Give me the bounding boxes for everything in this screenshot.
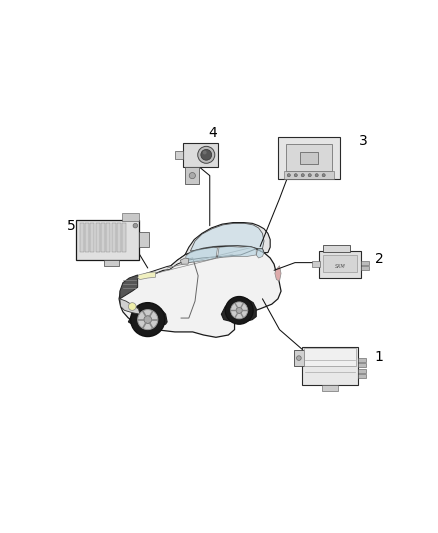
Bar	[312, 261, 320, 267]
Text: 3: 3	[359, 134, 368, 148]
Bar	[322, 245, 350, 252]
Bar	[286, 144, 332, 172]
Bar	[80, 223, 84, 252]
Text: SXM: SXM	[335, 264, 345, 269]
Bar	[322, 385, 338, 391]
Bar	[323, 255, 357, 272]
Polygon shape	[221, 299, 256, 322]
Circle shape	[294, 174, 297, 177]
Circle shape	[297, 356, 301, 360]
Bar	[76, 220, 139, 260]
Circle shape	[131, 303, 165, 336]
Circle shape	[322, 174, 325, 177]
Bar	[318, 251, 361, 278]
Circle shape	[225, 296, 253, 324]
Text: 5: 5	[67, 219, 76, 233]
Bar	[112, 223, 116, 252]
Polygon shape	[218, 246, 256, 258]
Polygon shape	[119, 246, 281, 337]
Circle shape	[308, 174, 311, 177]
Bar	[302, 346, 358, 385]
Bar	[106, 223, 110, 252]
Bar	[300, 152, 318, 164]
Text: 4: 4	[208, 126, 217, 140]
Circle shape	[128, 303, 136, 310]
Bar	[278, 137, 340, 179]
Bar	[85, 223, 89, 252]
Polygon shape	[120, 275, 138, 299]
Bar	[284, 172, 334, 179]
Text: 2: 2	[375, 252, 384, 266]
Bar	[122, 223, 127, 252]
Bar	[358, 369, 366, 373]
Bar	[361, 266, 369, 270]
Bar	[304, 348, 356, 366]
Polygon shape	[191, 223, 264, 251]
Bar	[361, 261, 369, 265]
Bar	[183, 142, 218, 167]
Bar	[122, 213, 139, 221]
Circle shape	[133, 223, 138, 228]
Circle shape	[315, 174, 318, 177]
Circle shape	[301, 174, 304, 177]
Bar	[95, 223, 100, 252]
Bar	[358, 364, 366, 367]
Bar	[175, 151, 183, 159]
Circle shape	[231, 302, 248, 319]
Circle shape	[203, 151, 207, 155]
Bar	[117, 223, 121, 252]
Polygon shape	[180, 258, 189, 264]
Bar	[103, 260, 119, 265]
Circle shape	[287, 174, 290, 177]
Circle shape	[138, 310, 158, 329]
Bar	[358, 374, 366, 378]
Circle shape	[198, 147, 215, 163]
Polygon shape	[256, 249, 264, 258]
Polygon shape	[128, 306, 167, 326]
Bar	[90, 223, 95, 252]
Bar	[139, 232, 148, 247]
Polygon shape	[275, 265, 281, 281]
Bar	[101, 223, 105, 252]
Circle shape	[236, 308, 242, 313]
Polygon shape	[186, 247, 218, 263]
Circle shape	[189, 173, 195, 179]
Text: 1: 1	[375, 350, 384, 364]
Bar	[294, 350, 304, 366]
Circle shape	[201, 149, 212, 160]
Polygon shape	[120, 299, 140, 314]
Polygon shape	[185, 223, 270, 255]
Bar	[358, 358, 366, 362]
Polygon shape	[124, 246, 264, 286]
Polygon shape	[138, 272, 155, 280]
Circle shape	[144, 316, 152, 324]
Bar	[185, 167, 199, 184]
